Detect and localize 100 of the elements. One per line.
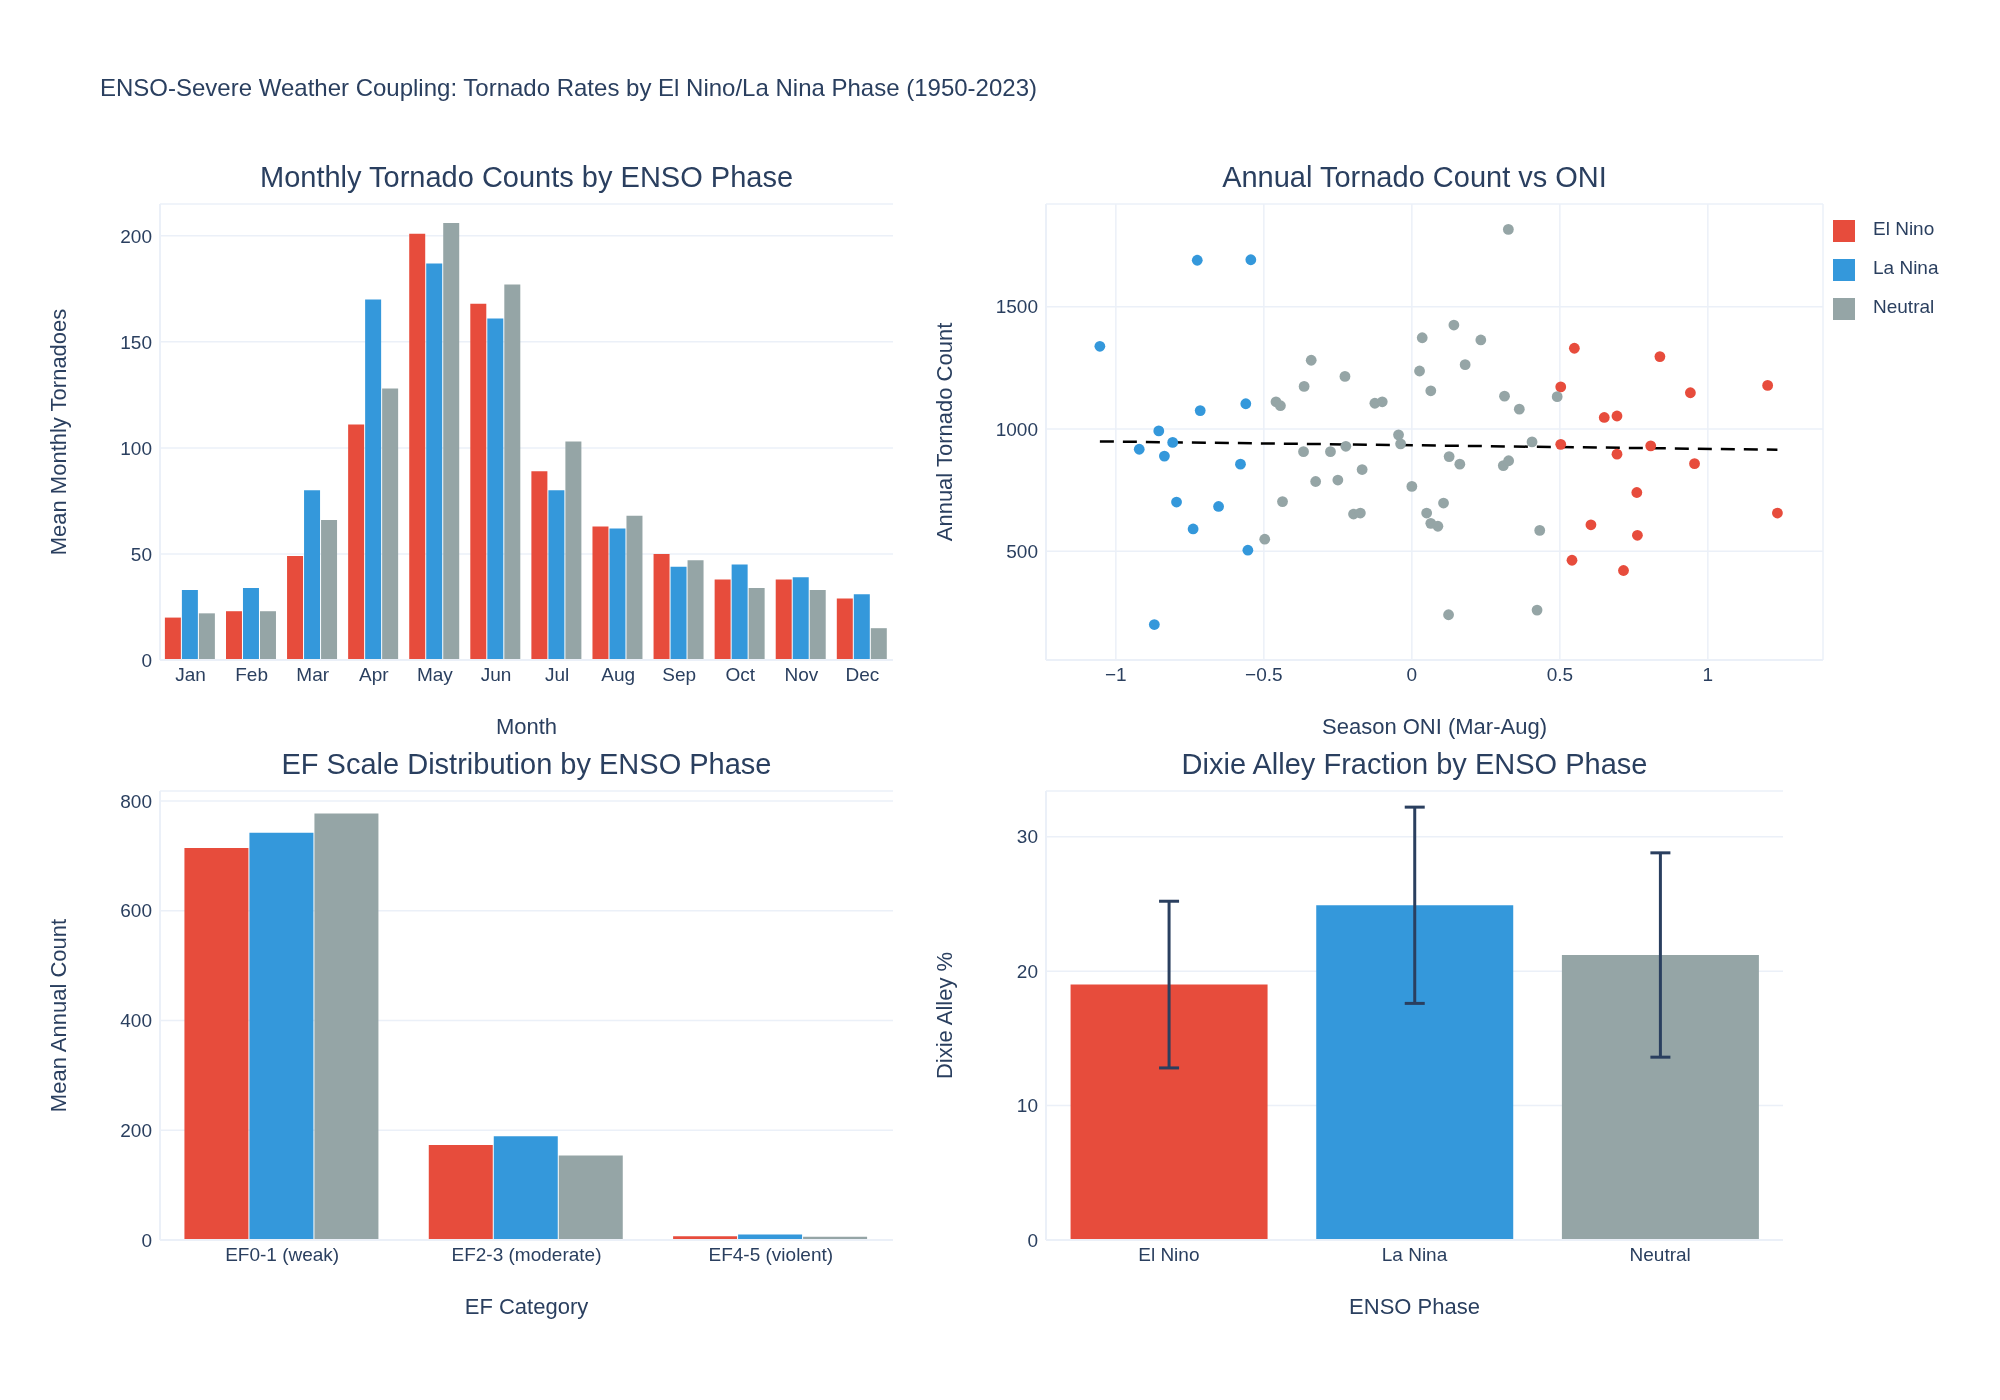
point xyxy=(1654,351,1666,362)
y-tick-label: 30 xyxy=(1016,826,1038,848)
point xyxy=(1277,496,1288,507)
point xyxy=(1534,525,1546,536)
bar xyxy=(836,598,853,660)
y-axis-title: Mean Monthly Tornadoes xyxy=(45,308,71,556)
point xyxy=(1298,446,1309,458)
y-tick-label: 20 xyxy=(1016,960,1038,982)
point xyxy=(1159,450,1170,462)
point xyxy=(1618,565,1629,576)
point xyxy=(1213,501,1224,512)
y-tick-label: 600 xyxy=(120,900,152,922)
x-tick-label: Feb xyxy=(235,664,268,686)
point xyxy=(1443,609,1454,621)
x-tick-label: −0.5 xyxy=(1245,664,1283,686)
legend-label: Neutral xyxy=(1873,296,1935,317)
point xyxy=(1393,429,1404,441)
point xyxy=(1585,519,1597,531)
point xyxy=(1443,451,1455,462)
chart-title: EF Scale Distribution by ENSO Phase xyxy=(280,747,773,781)
bar xyxy=(792,577,809,660)
x-axis-title: Season ONI (Mar-Aug) xyxy=(1322,714,1547,739)
x-axis-title: EF Category xyxy=(464,1294,589,1319)
bar xyxy=(558,1155,623,1240)
bar xyxy=(504,284,521,660)
point xyxy=(1187,523,1199,535)
x-tick-label: Jul xyxy=(544,664,570,686)
bar xyxy=(443,223,460,660)
x-tick-label: Aug xyxy=(601,664,636,686)
x-tick-label: Jun xyxy=(480,664,512,686)
x-tick-label: EF0-1 (weak) xyxy=(225,1244,340,1266)
point xyxy=(1631,487,1643,498)
point xyxy=(1148,619,1160,630)
bar xyxy=(1561,955,1759,1240)
point xyxy=(1332,474,1344,486)
bar xyxy=(382,388,399,660)
bar xyxy=(748,587,765,660)
bar xyxy=(731,564,748,660)
point xyxy=(1094,340,1106,352)
point xyxy=(1611,410,1623,422)
text: ENSO-Severe Weather Coupling: Tornado Rates by El Nino/La Nina Phase (1950-2023) xyxy=(100,74,1037,102)
point xyxy=(1298,381,1310,392)
point xyxy=(1555,438,1567,450)
x-tick-label: EF4-5 (violent) xyxy=(708,1244,834,1266)
bar xyxy=(304,490,321,660)
bar xyxy=(348,424,365,660)
point xyxy=(1275,400,1286,412)
bar xyxy=(181,590,198,660)
point xyxy=(1551,391,1563,403)
point xyxy=(1171,496,1182,508)
bar xyxy=(775,579,792,660)
point xyxy=(1448,319,1460,331)
point xyxy=(1325,446,1336,458)
bar xyxy=(653,553,670,660)
chart-title: Monthly Tornado Counts by ENSO Phase xyxy=(259,160,794,194)
point xyxy=(1499,390,1510,402)
point xyxy=(1153,425,1165,437)
y-tick-label: 800 xyxy=(120,790,152,812)
y-tick-label: 10 xyxy=(1016,1095,1038,1117)
x-tick-label: Sep xyxy=(662,664,697,686)
point xyxy=(1356,464,1368,475)
point xyxy=(1245,254,1257,266)
x-tick-label: Dec xyxy=(845,664,880,686)
y-tick-label: 100 xyxy=(120,437,152,459)
bar xyxy=(626,515,643,660)
y-tick-label: 500 xyxy=(1006,540,1038,562)
y-axis-title: Annual Tornado Count xyxy=(931,322,957,542)
x-tick-label: −1 xyxy=(1105,664,1127,686)
bar xyxy=(184,848,249,1240)
point xyxy=(1762,380,1774,391)
y-tick-label: 200 xyxy=(120,225,152,247)
x-tick-label: Nov xyxy=(784,664,819,686)
point xyxy=(1475,334,1487,346)
point xyxy=(1503,455,1515,467)
point xyxy=(1502,224,1514,235)
x-tick-label: 1 xyxy=(1702,664,1714,686)
point xyxy=(1133,443,1145,455)
bar xyxy=(670,566,687,660)
point xyxy=(1421,507,1433,519)
x-tick-label: El Nino xyxy=(1138,1244,1200,1266)
y-tick-label: 50 xyxy=(130,543,152,565)
point xyxy=(1526,436,1538,448)
bar xyxy=(592,526,609,660)
point xyxy=(1414,365,1425,377)
y-tick-label: 0 xyxy=(141,1229,152,1251)
legend-label: La Nina xyxy=(1873,257,1939,278)
point xyxy=(1191,254,1203,266)
point xyxy=(1310,476,1322,487)
point xyxy=(1772,507,1783,519)
point xyxy=(1555,381,1567,393)
x-tick-label: Apr xyxy=(359,664,390,686)
point xyxy=(1395,438,1407,450)
point xyxy=(1598,412,1610,423)
point xyxy=(1689,458,1700,470)
point xyxy=(1235,458,1246,470)
x-tick-label: 0 xyxy=(1406,664,1418,686)
bar xyxy=(164,617,181,660)
bar xyxy=(809,590,826,660)
y-axis-title: Dixie Alley % xyxy=(931,951,957,1080)
x-tick-label: Oct xyxy=(725,664,756,686)
